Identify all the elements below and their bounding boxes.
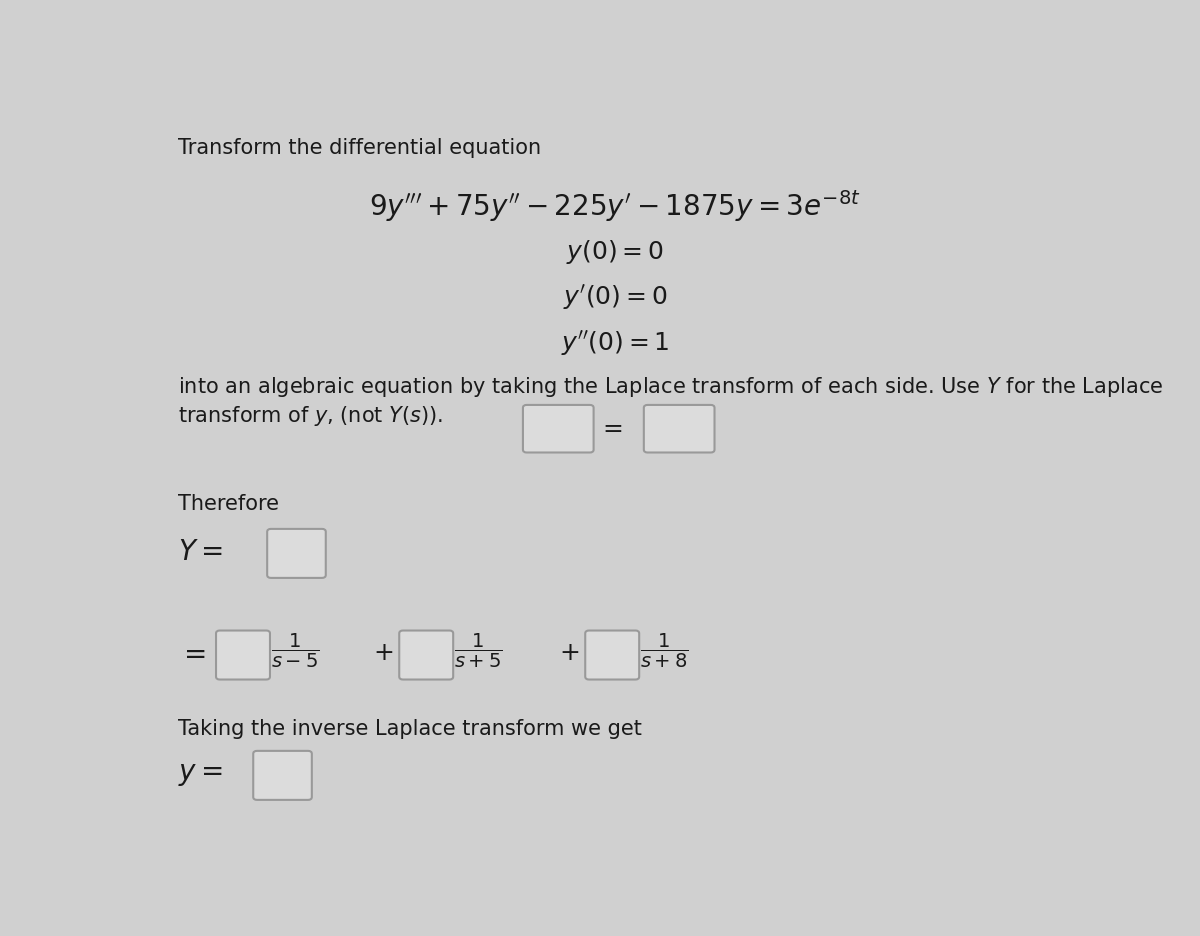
Text: $y''(0) = 1$: $y''(0) = 1$ (560, 329, 670, 358)
Text: $\dfrac{1}{s-5}$: $\dfrac{1}{s-5}$ (271, 633, 319, 670)
FancyBboxPatch shape (216, 631, 270, 680)
FancyBboxPatch shape (523, 405, 594, 452)
Text: $y'(0) = 0$: $y'(0) = 0$ (563, 283, 667, 312)
FancyBboxPatch shape (268, 529, 325, 578)
FancyBboxPatch shape (253, 751, 312, 800)
Text: $9y''' + 75y'' - 225y' - 1875y = 3e^{-8t}$: $9y''' + 75y'' - 225y' - 1875y = 3e^{-8t… (370, 188, 860, 224)
Text: $\dfrac{1}{s+8}$: $\dfrac{1}{s+8}$ (640, 633, 689, 670)
Text: $+$: $+$ (373, 641, 394, 665)
Text: $=$: $=$ (178, 639, 205, 666)
Text: $+$: $+$ (559, 641, 580, 665)
Text: transform of $y$, (not $Y(s)$).: transform of $y$, (not $Y(s)$). (178, 404, 443, 428)
FancyBboxPatch shape (644, 405, 714, 452)
Text: $y = $: $y = $ (178, 760, 223, 788)
FancyBboxPatch shape (586, 631, 640, 680)
FancyBboxPatch shape (400, 631, 454, 680)
Text: $y(0) = 0$: $y(0) = 0$ (566, 239, 664, 267)
Text: $Y = $: $Y = $ (178, 538, 223, 566)
Text: Taking the inverse Laplace transform we get: Taking the inverse Laplace transform we … (178, 719, 642, 739)
Text: into an algebraic equation by taking the Laplace transform of each side. Use $Y$: into an algebraic equation by taking the… (178, 375, 1163, 400)
Text: Transform the differential equation: Transform the differential equation (178, 138, 541, 157)
Text: Therefore: Therefore (178, 494, 278, 514)
Text: =: = (602, 417, 623, 441)
Text: $\dfrac{1}{s+5}$: $\dfrac{1}{s+5}$ (454, 633, 503, 670)
